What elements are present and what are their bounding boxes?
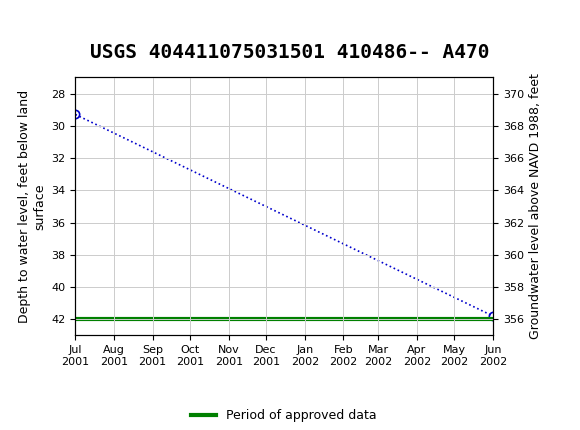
Text: █USGS: █USGS [12,15,70,37]
Y-axis label: Groundwater level above NAVD 1988, feet: Groundwater level above NAVD 1988, feet [530,74,542,339]
Text: USGS 404411075031501 410486-- A470: USGS 404411075031501 410486-- A470 [90,43,490,62]
Legend: Period of approved data: Period of approved data [186,404,382,427]
Y-axis label: Depth to water level, feet below land
surface: Depth to water level, feet below land su… [18,90,46,323]
